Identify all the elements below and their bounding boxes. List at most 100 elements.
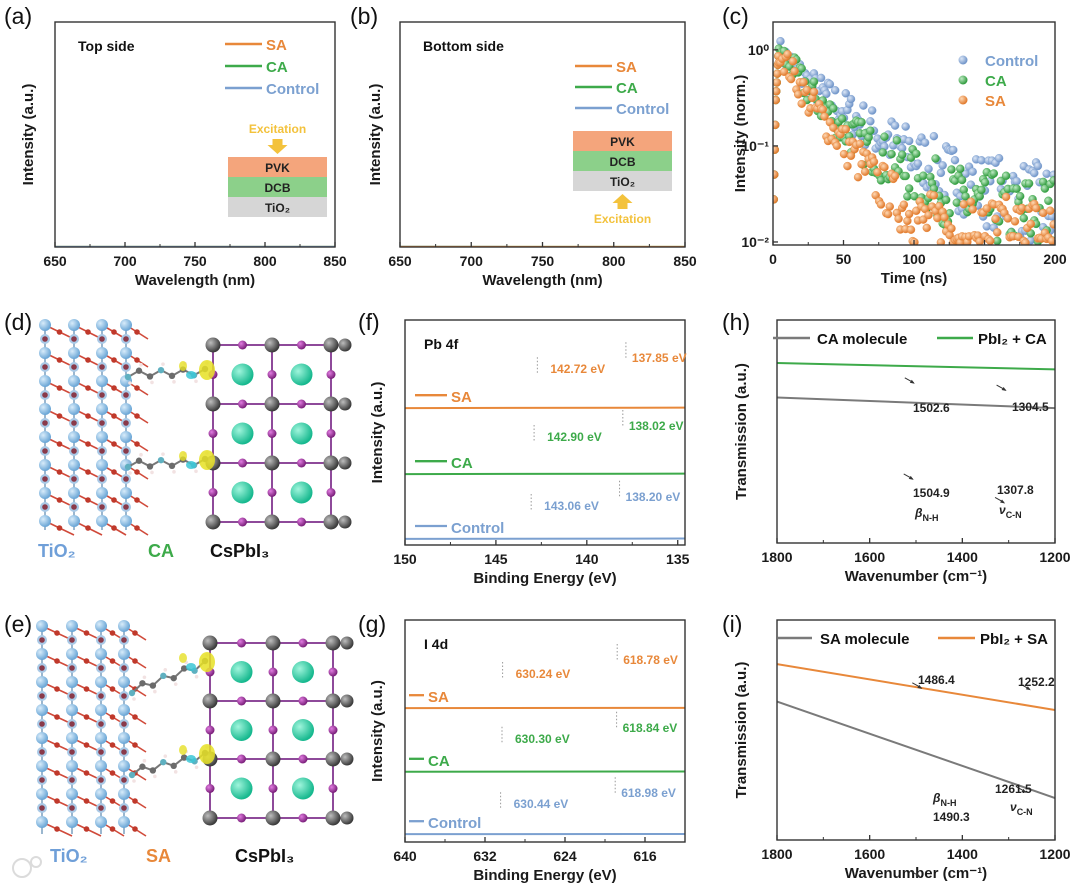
lead-atom bbox=[264, 396, 280, 412]
titanium-atom bbox=[39, 319, 51, 331]
x-tick-label: 1200 bbox=[1039, 549, 1070, 565]
legend-item-ca: CA bbox=[225, 59, 288, 76]
data-point bbox=[773, 87, 781, 96]
data-point bbox=[903, 192, 912, 201]
oxygen-atom bbox=[121, 693, 127, 699]
legend-label: SA molecule bbox=[820, 631, 909, 648]
hydrogen-atom bbox=[194, 674, 199, 679]
data-point bbox=[773, 195, 778, 204]
data-point bbox=[855, 139, 865, 149]
oxygen-atom bbox=[111, 413, 117, 419]
data-point bbox=[942, 195, 951, 205]
oxygen-atom bbox=[132, 742, 138, 748]
oxygen-atom bbox=[54, 798, 60, 804]
titanium-atom bbox=[95, 788, 107, 800]
x-tick-label: 140 bbox=[575, 551, 599, 567]
oxygen-atom bbox=[123, 420, 129, 426]
data-point bbox=[773, 170, 779, 179]
oxygen-atom bbox=[56, 441, 63, 447]
oxygen-atom bbox=[69, 721, 75, 727]
oxygen-atom bbox=[71, 476, 77, 482]
legend-item-control: Control bbox=[575, 101, 669, 118]
molecule-atom bbox=[139, 680, 146, 687]
excitation-label: Excitation bbox=[249, 122, 306, 136]
data-point bbox=[859, 101, 868, 110]
iodine-atom bbox=[328, 725, 338, 735]
data-point bbox=[982, 222, 991, 231]
legend-item-sa: SA bbox=[409, 689, 449, 706]
oxygen-atom bbox=[83, 686, 90, 692]
layer-tio bbox=[573, 171, 672, 191]
arrowhead-icon bbox=[909, 379, 915, 384]
panel-title: Top side bbox=[78, 38, 135, 54]
iodine-atom bbox=[328, 784, 338, 793]
legend-item-sa: SA bbox=[225, 37, 287, 54]
x-tick-label: 1600 bbox=[854, 549, 885, 565]
data-point bbox=[933, 213, 942, 223]
oxygen-atom bbox=[83, 826, 90, 832]
hydrogen-atom bbox=[142, 758, 147, 763]
legend-item-control: Control bbox=[409, 815, 481, 832]
cesium-atom bbox=[231, 481, 254, 504]
data-point bbox=[773, 95, 780, 105]
cesium-atom bbox=[230, 661, 253, 683]
legend-label: PbI₂ + SA bbox=[980, 631, 1048, 648]
hydrogen-atom bbox=[150, 470, 154, 475]
legend-label: CA bbox=[266, 59, 288, 76]
titanium-atom bbox=[120, 515, 132, 527]
band-value: 1502.6 bbox=[913, 401, 950, 415]
band-annotation: 1504.9 βN-H bbox=[903, 473, 950, 523]
charge-density-depletion bbox=[186, 461, 196, 469]
titanium-atom bbox=[36, 816, 48, 828]
peak-label: 137.85 eV bbox=[632, 351, 687, 365]
titanium-atom bbox=[39, 431, 51, 443]
oxygen-atom bbox=[85, 329, 91, 335]
peak-label: 618.98 eV bbox=[621, 786, 676, 800]
x-axis-label: Wavenumber (cm⁻¹) bbox=[845, 865, 987, 882]
titanium-atom bbox=[118, 760, 130, 772]
titanium-atom bbox=[68, 347, 80, 359]
oxygen-atom bbox=[134, 497, 140, 503]
data-point bbox=[898, 150, 907, 159]
titanium-atom bbox=[120, 431, 132, 443]
y-tick-label: 10⁻² bbox=[741, 234, 769, 250]
cesium-atom bbox=[230, 777, 253, 800]
legend-label: SA bbox=[985, 93, 1006, 110]
legend-item-ca-molecule: CA molecule bbox=[773, 331, 907, 348]
titanium-atom bbox=[118, 816, 130, 828]
mode-subscript: N-H bbox=[940, 798, 956, 808]
legend-item-control: Control bbox=[958, 53, 1038, 70]
data-point bbox=[829, 123, 838, 132]
hydrogen-atom bbox=[173, 682, 178, 686]
ftir-curve-sa-molecule bbox=[777, 700, 1055, 799]
titanium-atom bbox=[118, 648, 130, 660]
data-point bbox=[773, 145, 779, 154]
adsorbed-molecule bbox=[124, 450, 215, 475]
titanium-atom bbox=[68, 459, 80, 471]
titanium-atom bbox=[39, 459, 51, 471]
data-point bbox=[1045, 206, 1055, 215]
legend-label: CA molecule bbox=[817, 331, 907, 348]
data-point bbox=[912, 149, 921, 158]
band-annotation: 1490.3 βN-H bbox=[910, 791, 970, 878]
watermark-logo-icon bbox=[30, 856, 42, 868]
data-point bbox=[994, 153, 1004, 163]
oxygen-atom bbox=[98, 665, 104, 671]
band-value: 1261.5 bbox=[995, 782, 1032, 796]
legend-label: CA bbox=[451, 455, 473, 472]
data-point bbox=[818, 105, 827, 114]
data-point bbox=[993, 236, 1002, 245]
peak-label: 143.06 eV bbox=[544, 499, 599, 513]
panel-title: Bottom side bbox=[423, 38, 504, 54]
data-point bbox=[890, 171, 900, 181]
oxygen-atom bbox=[56, 469, 63, 475]
data-point bbox=[993, 228, 1002, 237]
ftir-curve-pbi-ca bbox=[777, 362, 1055, 371]
data-point bbox=[1033, 161, 1043, 171]
x-tick-label: 150 bbox=[973, 251, 997, 267]
data-point bbox=[924, 164, 933, 174]
titanium-atom bbox=[39, 375, 51, 387]
vibration-mode: νC-N bbox=[1010, 800, 1033, 817]
titanium-atom bbox=[120, 319, 132, 331]
legend-label: Control bbox=[428, 815, 481, 832]
